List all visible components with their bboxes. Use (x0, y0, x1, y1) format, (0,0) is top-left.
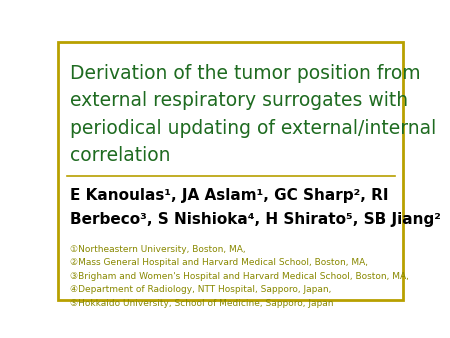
Text: Berbeco³, S Nishioka⁴, H Shirato⁵, SB Jiang²: Berbeco³, S Nishioka⁴, H Shirato⁵, SB Ji… (70, 212, 441, 227)
Text: correlation: correlation (70, 146, 171, 165)
FancyBboxPatch shape (58, 42, 403, 299)
Text: periodical updating of external/internal: periodical updating of external/internal (70, 119, 436, 138)
Text: ②Mass General Hospital and Harvard Medical School, Boston, MA,: ②Mass General Hospital and Harvard Medic… (70, 258, 368, 267)
Text: ⑤Hokkaido University, School of Medicine, Sapporo, Japan: ⑤Hokkaido University, School of Medicine… (70, 299, 334, 308)
Text: ①Northeastern University, Boston, MA,: ①Northeastern University, Boston, MA, (70, 245, 246, 254)
Text: ③Brigham and Women's Hospital and Harvard Medical School, Boston, MA,: ③Brigham and Women's Hospital and Harvar… (70, 272, 409, 281)
Text: ④Department of Radiology, NTT Hospital, Sapporo, Japan,: ④Department of Radiology, NTT Hospital, … (70, 286, 332, 294)
Text: E Kanoulas¹, JA Aslam¹, GC Sharp², RI: E Kanoulas¹, JA Aslam¹, GC Sharp², RI (70, 188, 389, 202)
Text: Derivation of the tumor position from: Derivation of the tumor position from (70, 64, 421, 83)
Text: external respiratory surrogates with: external respiratory surrogates with (70, 91, 408, 110)
